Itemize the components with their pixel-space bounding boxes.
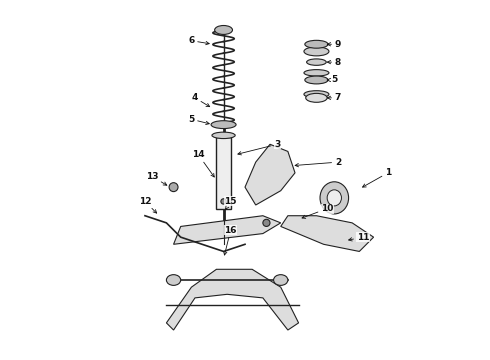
Ellipse shape <box>263 219 270 226</box>
Ellipse shape <box>211 121 236 129</box>
Ellipse shape <box>305 40 328 48</box>
Text: 12: 12 <box>139 197 157 213</box>
Text: 5: 5 <box>188 115 209 125</box>
Ellipse shape <box>167 275 181 285</box>
Text: 8: 8 <box>327 58 341 67</box>
Text: 15: 15 <box>224 197 237 209</box>
Ellipse shape <box>304 69 329 76</box>
Ellipse shape <box>221 199 226 204</box>
Text: 6: 6 <box>188 36 209 45</box>
Text: 11: 11 <box>349 233 369 242</box>
Ellipse shape <box>273 275 288 285</box>
FancyBboxPatch shape <box>217 137 231 208</box>
Text: 2: 2 <box>295 158 341 167</box>
Text: 4: 4 <box>192 93 210 107</box>
Text: 1: 1 <box>363 168 391 187</box>
Ellipse shape <box>306 93 327 102</box>
Ellipse shape <box>169 183 178 192</box>
Polygon shape <box>245 144 295 205</box>
Polygon shape <box>173 216 281 244</box>
Ellipse shape <box>307 59 326 65</box>
Ellipse shape <box>215 26 232 35</box>
Ellipse shape <box>327 190 342 206</box>
Text: 10: 10 <box>302 204 333 219</box>
Text: 9: 9 <box>327 40 341 49</box>
Text: 5: 5 <box>327 76 338 85</box>
Ellipse shape <box>304 91 329 98</box>
Text: 16: 16 <box>223 225 237 255</box>
Polygon shape <box>281 216 373 251</box>
Ellipse shape <box>212 132 235 139</box>
Polygon shape <box>167 269 298 330</box>
Text: 3: 3 <box>238 140 280 155</box>
Text: 7: 7 <box>327 93 341 102</box>
Ellipse shape <box>320 182 348 214</box>
Ellipse shape <box>304 47 329 56</box>
Text: 13: 13 <box>146 172 167 185</box>
Text: 14: 14 <box>192 150 214 177</box>
Ellipse shape <box>305 76 328 84</box>
